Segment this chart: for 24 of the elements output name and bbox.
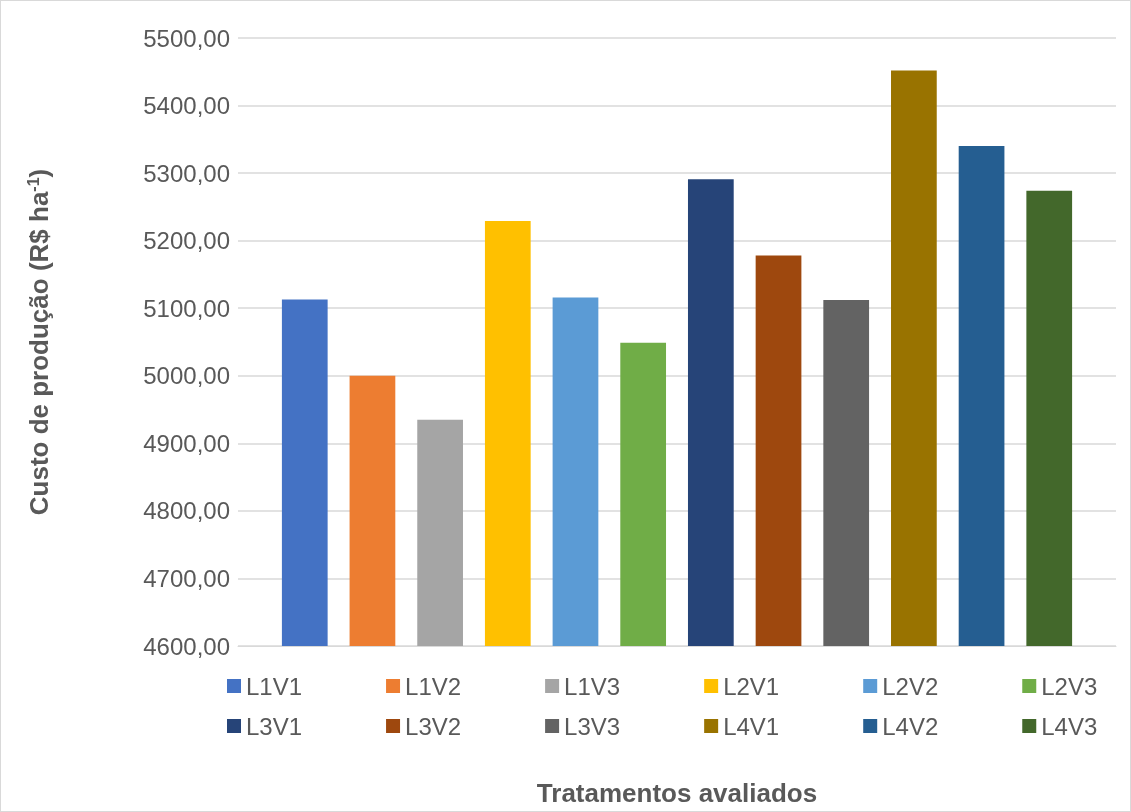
legend-label: L1V1: [246, 672, 303, 700]
y-tick-label: 4800,00: [143, 497, 230, 525]
legend-label: L4V1: [723, 712, 780, 740]
y-tick-label: 5500,00: [143, 24, 230, 52]
legend-label: L4V2: [882, 712, 939, 740]
legend-label: L4V3: [1041, 712, 1098, 740]
legend-label: L3V3: [564, 712, 621, 740]
legend-label: L1V2: [405, 672, 462, 700]
x-axis-title: Tratamentos avaliados: [536, 778, 818, 808]
y-tick-label: 5000,00: [143, 362, 230, 390]
y-tick-label: 4700,00: [143, 564, 230, 592]
y-tick-label: 4900,00: [143, 429, 230, 457]
y-axis-title: Custo de produção (R$ ha-1): [24, 168, 54, 516]
legend-label: L3V2: [405, 712, 462, 740]
y-tick-label: 5400,00: [143, 92, 230, 120]
y-tick-label: 5300,00: [143, 159, 230, 187]
y-tick-label: 5100,00: [143, 294, 230, 322]
legend-label: L2V2: [882, 672, 939, 700]
y-tick-label: 4600,00: [143, 632, 230, 660]
legend-label: L3V1: [246, 712, 303, 740]
y-tick-label: 5200,00: [143, 227, 230, 255]
legend-label: L2V1: [723, 672, 780, 700]
legend-label: L1V3: [564, 672, 621, 700]
legend-label: L2V3: [1041, 672, 1098, 700]
